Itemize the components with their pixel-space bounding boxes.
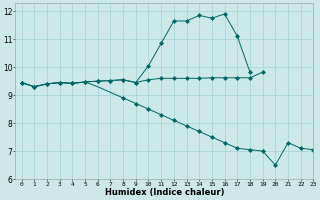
X-axis label: Humidex (Indice chaleur): Humidex (Indice chaleur) [105,188,224,197]
